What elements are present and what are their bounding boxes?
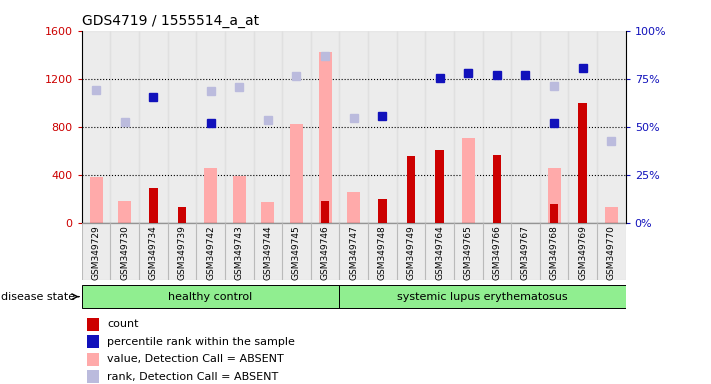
Text: rank, Detection Call = ABSENT: rank, Detection Call = ABSENT <box>107 372 279 382</box>
Bar <box>605 207 618 223</box>
Text: GSM349768: GSM349768 <box>550 225 559 280</box>
Text: value, Detection Call = ABSENT: value, Detection Call = ABSENT <box>107 354 284 364</box>
Bar <box>149 188 158 223</box>
Text: GSM349746: GSM349746 <box>321 225 330 280</box>
Bar <box>110 223 139 280</box>
Bar <box>204 167 217 223</box>
Text: GSM349749: GSM349749 <box>407 225 415 280</box>
Bar <box>339 285 626 308</box>
Bar <box>82 31 110 223</box>
Bar <box>483 223 511 280</box>
Bar <box>90 177 102 223</box>
Bar <box>139 31 168 223</box>
Text: systemic lupus erythematosus: systemic lupus erythematosus <box>397 291 568 302</box>
Text: GSM349739: GSM349739 <box>178 225 186 280</box>
Bar <box>597 223 626 280</box>
Bar <box>425 223 454 280</box>
Bar <box>254 31 282 223</box>
Bar <box>110 31 139 223</box>
Bar <box>262 202 274 223</box>
Bar <box>425 31 454 223</box>
Bar <box>493 155 501 223</box>
Bar <box>87 335 99 348</box>
Bar <box>597 31 626 223</box>
Bar <box>196 223 225 280</box>
Bar <box>87 370 99 383</box>
Bar <box>87 353 99 366</box>
Text: GSM349766: GSM349766 <box>492 225 501 280</box>
Bar <box>339 31 368 223</box>
Bar <box>282 223 311 280</box>
Bar <box>178 207 186 223</box>
Text: GSM349767: GSM349767 <box>521 225 530 280</box>
Bar <box>579 103 587 223</box>
Bar <box>168 31 196 223</box>
Bar <box>483 31 511 223</box>
Bar <box>196 31 225 223</box>
Bar <box>347 192 360 223</box>
Bar <box>282 31 311 223</box>
Text: count: count <box>107 319 139 329</box>
Bar <box>540 31 568 223</box>
Bar <box>550 204 558 223</box>
Text: GSM349742: GSM349742 <box>206 225 215 280</box>
Bar <box>454 223 483 280</box>
Bar <box>225 223 254 280</box>
Bar <box>232 176 246 223</box>
Text: GSM349734: GSM349734 <box>149 225 158 280</box>
Bar <box>311 223 339 280</box>
Text: GSM349745: GSM349745 <box>292 225 301 280</box>
Bar <box>82 223 110 280</box>
Text: GSM349748: GSM349748 <box>378 225 387 280</box>
Bar <box>139 223 168 280</box>
Bar <box>547 167 560 223</box>
Bar <box>254 223 282 280</box>
Bar <box>118 200 131 223</box>
Text: GSM349769: GSM349769 <box>578 225 587 280</box>
Text: percentile rank within the sample: percentile rank within the sample <box>107 337 295 347</box>
Bar <box>407 156 415 223</box>
Bar <box>454 31 483 223</box>
Bar <box>461 137 475 223</box>
Bar <box>321 200 329 223</box>
Bar <box>290 124 303 223</box>
Text: disease state: disease state <box>1 291 75 302</box>
Bar <box>368 31 397 223</box>
Bar <box>540 223 568 280</box>
Text: GSM349743: GSM349743 <box>235 225 244 280</box>
Bar <box>568 31 597 223</box>
Bar <box>397 31 425 223</box>
Text: GSM349744: GSM349744 <box>263 225 272 280</box>
Bar <box>82 285 339 308</box>
Bar <box>368 223 397 280</box>
Bar <box>225 31 254 223</box>
Bar <box>568 223 597 280</box>
Bar <box>435 149 444 223</box>
Text: GSM349764: GSM349764 <box>435 225 444 280</box>
Bar <box>511 31 540 223</box>
Text: GSM349770: GSM349770 <box>607 225 616 280</box>
Text: GSM349747: GSM349747 <box>349 225 358 280</box>
Bar <box>511 223 540 280</box>
Bar <box>339 223 368 280</box>
Bar <box>397 223 425 280</box>
Bar <box>311 31 339 223</box>
Bar <box>168 223 196 280</box>
Bar <box>378 199 387 223</box>
Text: GDS4719 / 1555514_a_at: GDS4719 / 1555514_a_at <box>82 14 259 28</box>
Bar <box>87 318 99 331</box>
Text: GSM349765: GSM349765 <box>464 225 473 280</box>
Bar <box>319 52 331 223</box>
Text: GSM349730: GSM349730 <box>120 225 129 280</box>
Text: GSM349729: GSM349729 <box>92 225 100 280</box>
Text: healthy control: healthy control <box>169 291 252 302</box>
